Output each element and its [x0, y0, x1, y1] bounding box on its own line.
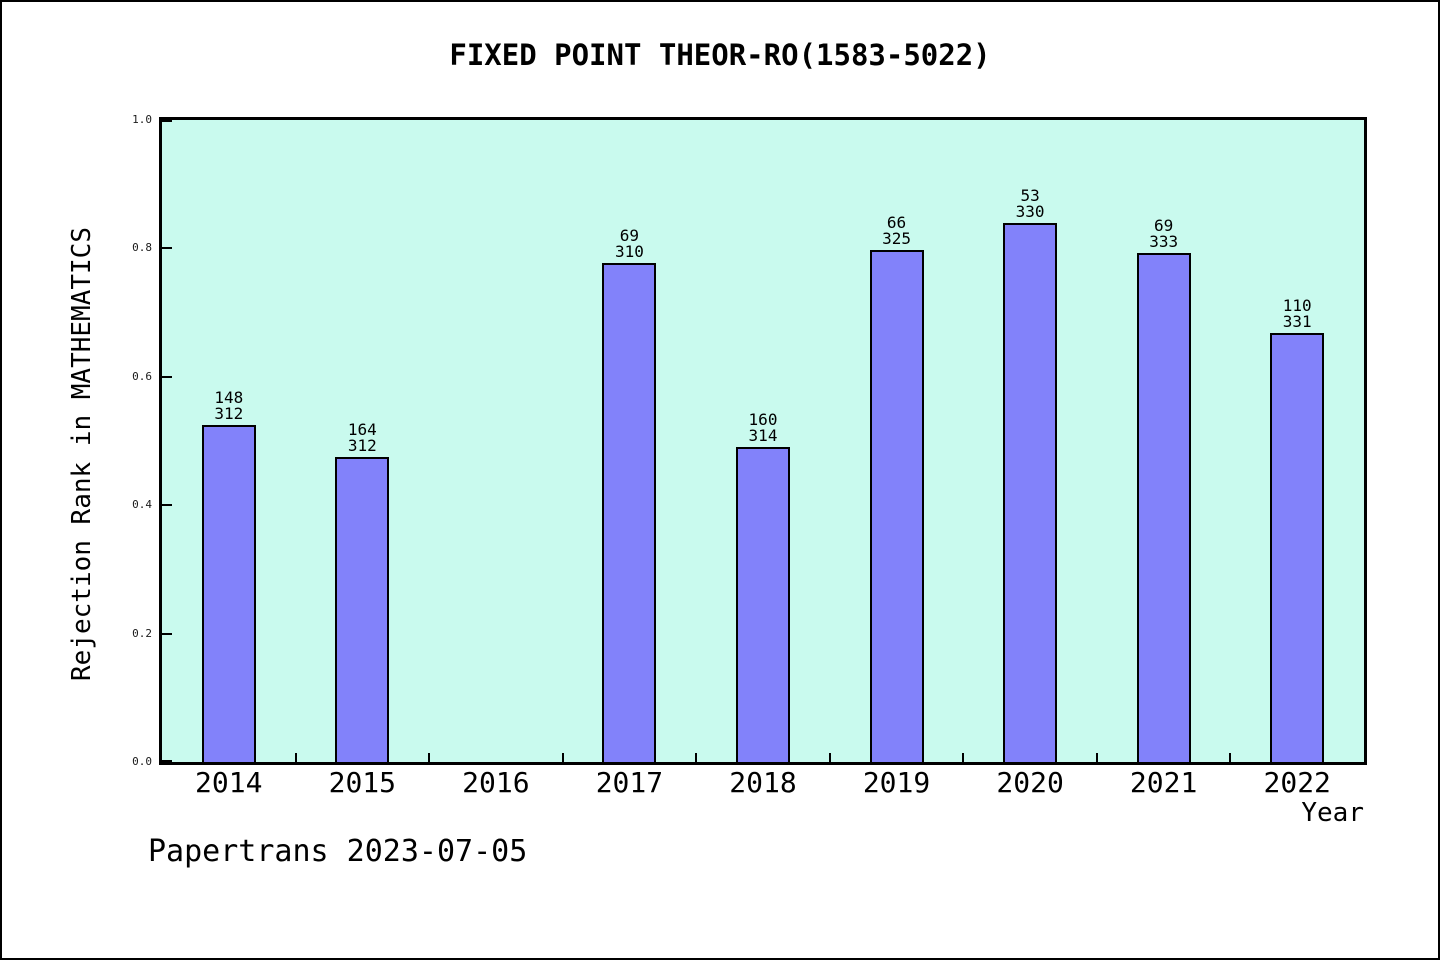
bar-2020 — [1003, 223, 1058, 762]
x-tick-mark — [561, 753, 564, 762]
bar-value-label-2014: 148 312 — [214, 388, 244, 423]
x-category-label-2022: 2022 — [1263, 766, 1331, 799]
bar-value-label-2020: 53 330 — [1015, 186, 1045, 221]
bar-2017 — [602, 263, 657, 762]
x-tick-mark — [695, 753, 698, 762]
x-tick-mark — [962, 753, 965, 762]
x-category-label-2014: 2014 — [195, 766, 263, 799]
y-tick-mark — [162, 247, 172, 250]
y-tick-label: 0.0 — [132, 755, 152, 768]
y-axis-label: Rejection Rank in MATHEMATICS — [67, 227, 97, 681]
plot-area: 148 312 164 312 69 310 160 314 66 325 53 330 6… — [159, 117, 1367, 765]
y-tick-label: 0.2 — [132, 626, 152, 640]
bar-value-label-2019: 66 325 — [882, 213, 911, 248]
y-tick-mark — [162, 375, 172, 378]
y-tick-mark — [162, 120, 172, 122]
y-tick-mark — [162, 504, 172, 507]
y-tick-label: 0.4 — [132, 498, 152, 512]
x-tick-mark — [294, 753, 297, 762]
x-category-label-2021: 2021 — [1129, 766, 1198, 799]
x-axis-label: Year — [1301, 798, 1364, 828]
y-tick-label: 1.0 — [132, 113, 152, 126]
bar-2019 — [869, 250, 924, 762]
bar-value-label-2018: 160 314 — [748, 410, 778, 445]
x-category-label-2015: 2015 — [328, 766, 397, 799]
x-tick-mark — [1229, 753, 1232, 762]
bar-2021 — [1136, 253, 1191, 762]
footer-text: Papertrans 2023-07-05 — [148, 834, 528, 869]
bar-value-label-2015: 164 312 — [347, 420, 377, 455]
x-category-label-2016: 2016 — [462, 766, 530, 799]
y-tick-mark — [162, 632, 172, 635]
bar-value-label-2017: 69 310 — [614, 226, 644, 261]
x-tick-mark — [828, 753, 831, 762]
x-tick-mark — [428, 753, 431, 762]
y-tick-label: 0.6 — [132, 369, 152, 383]
bar-2018 — [736, 447, 790, 762]
bar-2015 — [335, 457, 390, 762]
x-category-label-2017: 2017 — [595, 766, 664, 799]
x-category-label-2018: 2018 — [729, 766, 797, 799]
x-tick-mark — [1095, 753, 1098, 762]
x-category-label-2020: 2020 — [996, 766, 1064, 799]
x-category-label-2019: 2019 — [862, 766, 931, 799]
y-tick-label: 0.8 — [132, 241, 152, 255]
bar-2014 — [201, 425, 256, 762]
chart-title: FIXED POINT THEOR-RO(1583-5022) — [449, 38, 991, 72]
bar-value-label-2022: 110 331 — [1282, 296, 1312, 331]
y-tick-mark — [162, 760, 172, 762]
bar-2022 — [1270, 333, 1325, 762]
bar-value-label-2021: 69 333 — [1149, 216, 1179, 251]
